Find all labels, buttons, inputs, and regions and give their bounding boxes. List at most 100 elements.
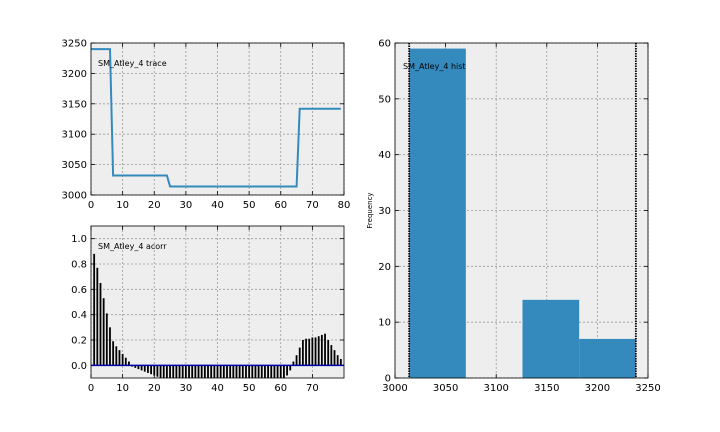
acorr-bar <box>289 365 292 371</box>
acorr-bar <box>286 365 288 376</box>
acorr-bar <box>194 365 197 378</box>
acorr-bar <box>320 334 323 366</box>
acorr-bar <box>260 365 263 378</box>
acorr-bar <box>143 365 146 372</box>
y-tick-label: 60 <box>378 39 391 50</box>
x-tick-label: 70 <box>306 383 319 394</box>
acorr-bar <box>264 365 266 378</box>
acorr-bar <box>121 353 124 366</box>
acorr-bar <box>308 338 311 366</box>
x-tick-label: 70 <box>306 200 319 211</box>
acorr-bar <box>251 365 254 378</box>
y-tick-label: 0.6 <box>71 285 87 296</box>
acorr-bar <box>295 355 298 366</box>
x-tick-label: 10 <box>116 383 129 394</box>
acorr-bar <box>210 365 213 378</box>
acorr-bar <box>118 350 121 366</box>
acorr-bar <box>254 365 257 378</box>
y-tick-label: 40 <box>378 150 391 161</box>
acorr-bar <box>283 365 285 378</box>
x-tick-label: 3000 <box>382 383 407 394</box>
acorr-bar <box>166 365 168 378</box>
y-tick-label: 10 <box>378 318 391 329</box>
acorr-bar <box>93 253 96 366</box>
hist-panel: 3000 3050 3100 3150 3200 3250 0 10 20 30 40 50 60 SM_… <box>366 39 661 395</box>
acorr-bar <box>229 365 232 378</box>
y-tick-label: 3000 <box>62 191 87 202</box>
acorr-bar <box>156 365 159 377</box>
y-tick-label: 3050 <box>62 160 87 171</box>
acorr-bar <box>213 365 216 378</box>
y-tick-label: 30 <box>378 206 391 217</box>
y-tick-label: 3100 <box>62 130 87 141</box>
acorr-bar <box>279 365 282 378</box>
acorr-bar <box>137 365 140 370</box>
acorr-bar <box>172 365 175 378</box>
acorr-bar <box>124 357 127 366</box>
y-tick-label: 3150 <box>62 99 87 110</box>
acorr-bar <box>292 361 295 366</box>
acorr-bar <box>222 365 225 378</box>
hist-bar <box>579 338 636 378</box>
acorr-bar <box>330 345 333 366</box>
acorr-bar <box>207 365 209 378</box>
acorr-bar <box>153 365 156 376</box>
acorr-bar <box>169 365 171 378</box>
y-tick-label: 1.0 <box>71 234 87 245</box>
acorr-bar <box>181 365 184 378</box>
acorr-bar <box>159 365 162 378</box>
acorr-bar <box>162 365 165 378</box>
acorr-bar <box>245 365 247 378</box>
trace-title: SM_Atley_4 trace <box>98 59 167 68</box>
axes-frame <box>394 42 649 379</box>
y-tick-label: 50 <box>378 94 391 105</box>
acorr-bar <box>324 333 326 366</box>
acorr-bar <box>232 365 235 378</box>
y-tick-label: 0 <box>385 374 391 385</box>
acorr-bar <box>197 365 200 378</box>
x-tick-label: 3100 <box>483 383 508 394</box>
y-tick-label: 0.4 <box>71 310 87 321</box>
acorr-bar <box>109 327 111 366</box>
acorr-bar <box>128 361 130 366</box>
x-tick-label: 3150 <box>534 383 559 394</box>
acorr-bar <box>257 365 260 378</box>
acorr-bar <box>184 365 187 378</box>
x-tick-label: 3200 <box>585 383 610 394</box>
acorr-bar <box>134 365 137 368</box>
x-tick-label: 30 <box>180 200 193 211</box>
x-tick-label: 0 <box>88 200 94 211</box>
acorr-bar <box>203 365 206 378</box>
x-tick-label: 20 <box>148 383 161 394</box>
y-tick-label: 0.0 <box>71 361 87 372</box>
acorr-bar <box>112 341 115 366</box>
x-tick-label: 3250 <box>635 383 660 394</box>
acorr-bar <box>235 365 238 378</box>
acorr-bar <box>248 365 251 378</box>
acorr-bar <box>178 365 181 378</box>
y-tick-label: 3250 <box>62 39 87 50</box>
trace-line <box>91 48 341 188</box>
acorr-bar <box>276 365 279 378</box>
acorr-bar <box>314 337 317 366</box>
acorr-bar <box>140 365 143 371</box>
y-tick-label: 3200 <box>62 69 87 80</box>
acorr-bar <box>241 365 244 378</box>
acorr-bar <box>102 298 105 366</box>
x-tick-label: 0 <box>88 383 94 394</box>
x-tick-label: 20 <box>148 200 161 211</box>
acorr-bar <box>200 365 203 378</box>
acorr-bar <box>219 365 222 378</box>
acorr-bar <box>273 365 276 378</box>
acorr-bar <box>311 337 314 366</box>
acorr-bar <box>216 365 219 378</box>
x-tick-label: 40 <box>211 200 224 211</box>
acorr-bar <box>339 359 342 366</box>
acorr-bar <box>226 365 228 378</box>
acorr-title: SM_Atley_4 acorr <box>98 242 167 251</box>
x-tick-label: 60 <box>274 200 287 211</box>
y-tick-label: 0.8 <box>71 260 87 271</box>
acorr-bar <box>99 283 102 366</box>
x-tick-label: 50 <box>243 200 256 211</box>
x-tick-label: 40 <box>211 383 224 394</box>
